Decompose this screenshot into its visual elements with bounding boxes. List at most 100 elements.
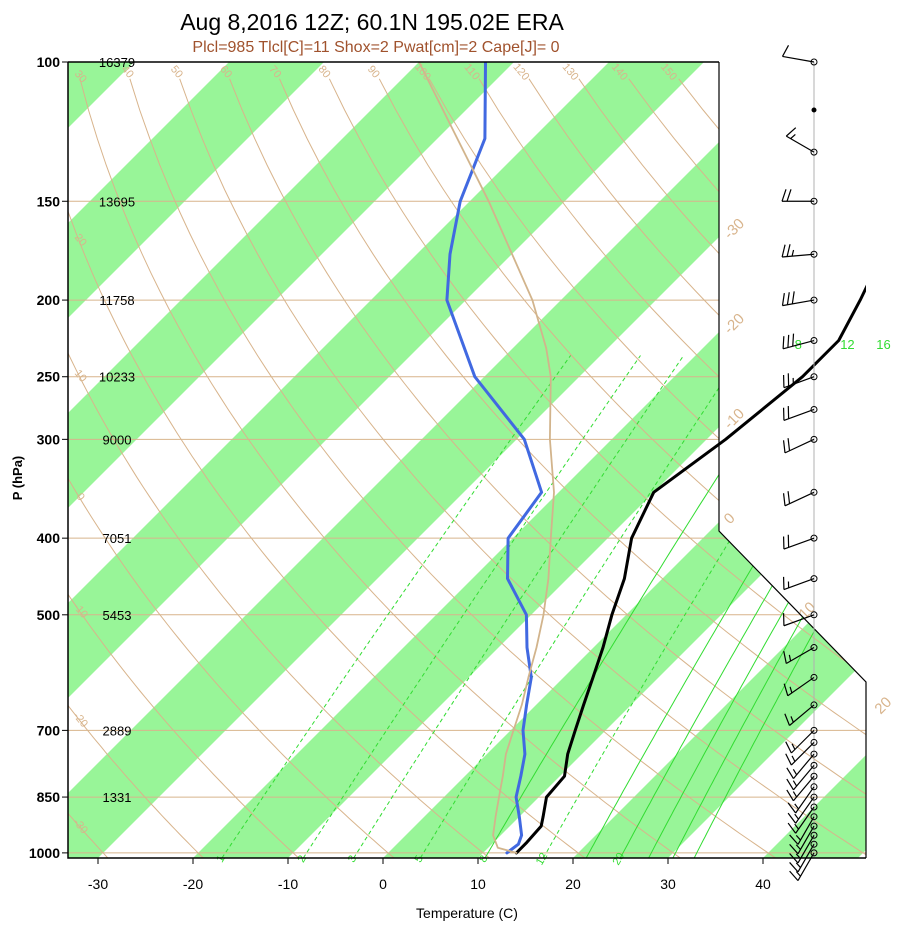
wind-barb-flag — [787, 334, 790, 348]
wind-barb-flag — [783, 651, 787, 664]
wind-barb-station — [810, 840, 818, 848]
y-axis-title: P (hPa) — [10, 456, 25, 501]
wind-barb-flag — [787, 822, 797, 834]
wind-barb-flag — [781, 293, 785, 306]
temperature-band — [68, 62, 324, 318]
dry-adiabat — [229, 78, 866, 795]
wind-barb-flag — [786, 292, 790, 305]
wind-barb-half-flag — [791, 249, 795, 257]
mixing-ratio-bottom-label: 8 — [477, 853, 490, 864]
dry-adiabat — [428, 78, 866, 562]
wind-barb-station — [810, 534, 818, 542]
wind-barb-station — [810, 793, 818, 801]
mixing-ratio-line — [693, 537, 866, 858]
mixing-ratio-line — [419, 355, 741, 858]
wind-barb-station — [810, 405, 818, 413]
pressure-tick-label: 250 — [37, 369, 61, 385]
wind-barb-flag — [786, 189, 792, 202]
wind-barb-station — [810, 849, 818, 857]
wind-barb-flag — [786, 244, 791, 257]
geopotential-height-label: 7051 — [103, 531, 132, 546]
geopotential-height-label: 1331 — [103, 790, 132, 805]
temperature-band — [68, 62, 134, 128]
dry-adiabat — [68, 209, 586, 858]
x-axis-title: Temperature (C) — [416, 905, 518, 921]
dewpoint-profile — [445, 62, 544, 855]
parcel-profile — [418, 62, 555, 854]
wind-barb-half-flag — [795, 871, 801, 877]
dry-adiabat — [68, 593, 300, 858]
wind-barb-half-flag — [794, 813, 799, 820]
mixing-ratio-bottom-label: 20 — [611, 851, 628, 868]
wind-barb-flag — [781, 189, 787, 202]
wind-barb-shaft — [782, 55, 815, 63]
dry-adiabat — [179, 78, 866, 856]
geopotential-height-label: 10233 — [99, 370, 135, 385]
wind-barb-flag — [782, 493, 786, 506]
mixing-ratio-top-label: 16 — [876, 337, 890, 352]
wind-barb-half-flag — [795, 844, 801, 850]
wind-barb-station — [811, 107, 817, 113]
wind-barb-station — [810, 435, 818, 443]
pressure-tick-label: 500 — [37, 607, 61, 623]
dry-adiabat — [378, 78, 866, 619]
dry-adiabat — [68, 351, 490, 858]
wind-panel-border — [718, 62, 867, 858]
x-tick-label: -10 — [278, 876, 298, 892]
wind-barb-station — [810, 783, 818, 791]
wind-barb-station — [810, 575, 818, 583]
pressure-tick-label: 100 — [37, 54, 61, 70]
dry-adiabat-lines — [68, 78, 866, 858]
chart-axes: -30 -20 -10 0 10 20 30 40 — [67, 61, 866, 892]
wind-panel-cover — [719, 62, 866, 682]
wind-barb-station — [810, 738, 818, 746]
temperature-band — [68, 62, 514, 508]
wind-barb-station — [810, 726, 818, 734]
wind-barb-half-flag — [795, 862, 801, 868]
geopotential-height-label: 5453 — [103, 608, 132, 623]
wind-barb-flag — [787, 438, 791, 451]
wind-barb-station — [810, 822, 818, 830]
pressure-tick-label: 700 — [37, 722, 61, 738]
wind-barb-flag — [787, 491, 791, 504]
wind-barb-half-flag — [788, 654, 792, 662]
wind-barb-flag — [791, 291, 795, 304]
wind-barb-flag — [786, 767, 794, 779]
wind-barb-flag — [787, 812, 797, 824]
geopotential-height-label: 13695 — [99, 194, 135, 209]
temperature-band — [573, 565, 866, 858]
wind-barb-flag — [787, 802, 797, 814]
wind-barb-flag — [789, 834, 799, 845]
wind-barb-station — [810, 750, 818, 758]
sounding-profiles — [418, 62, 866, 855]
wind-barb-station — [810, 373, 818, 381]
pressure-tick-label: 1000 — [29, 845, 60, 861]
wind-barb-shaft — [783, 614, 815, 627]
temperature-band — [68, 62, 704, 698]
wind-barb-station — [810, 803, 818, 811]
wind-barb-half-flag — [792, 769, 798, 776]
x-tick-label: 0 — [379, 876, 387, 892]
mixing-ratio-bottom-label: 12 — [534, 851, 551, 868]
wind-panel-background — [718, 62, 867, 858]
geopotential-height-label: 11758 — [99, 293, 134, 308]
wind-barb-half-flag — [795, 834, 801, 841]
x-tick-label: 10 — [470, 876, 486, 892]
mixing-ratio-line — [484, 355, 796, 858]
wind-barb-flag — [781, 244, 786, 258]
temperature-band — [68, 62, 866, 858]
dry-adiabat — [79, 78, 681, 858]
mixing-ratio-line — [221, 355, 572, 858]
wind-barb-flag — [785, 127, 797, 137]
pressure-tick-label: 150 — [37, 193, 61, 209]
wind-barb-flag — [782, 440, 786, 453]
mixing-ratio-bottom-label: 5 — [412, 853, 425, 864]
wind-barb-station — [810, 148, 818, 156]
wind-barb-half-flag — [789, 686, 793, 694]
wind-barb-flag — [789, 862, 799, 873]
wind-barb-flag — [789, 870, 799, 881]
temperature-band — [193, 185, 866, 858]
temperature-profile — [514, 284, 866, 855]
chart-title: Aug 8,2016 12Z; 60.1N 195.02E ERA — [180, 9, 564, 35]
